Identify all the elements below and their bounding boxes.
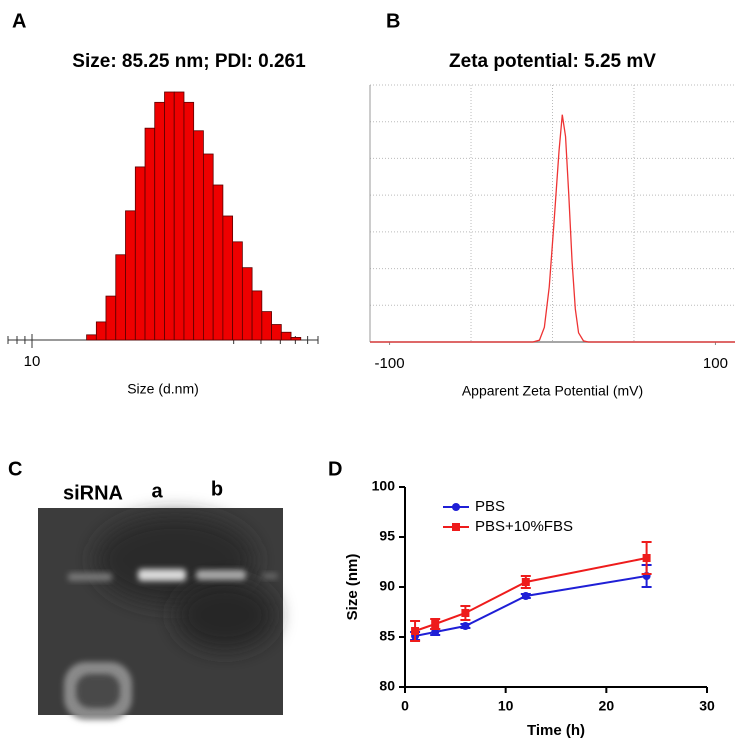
lane-label: b [211,478,223,500]
bar [193,130,204,341]
bar [280,331,292,341]
bar [173,91,185,341]
bar [164,91,175,341]
bar [125,210,136,341]
y-tick-label: 90 [379,578,395,594]
bar [271,324,282,341]
marker [461,622,470,630]
x-tick-label: -100 [375,355,405,372]
x-tick-label: 10 [498,698,514,714]
x-tick-label: 20 [599,698,615,714]
y-tick-label: 85 [379,628,395,644]
gel-band [68,573,112,581]
x-tick-label: 100 [703,355,728,372]
bar [144,127,156,341]
panel-label: D [328,458,342,480]
lane-label: a [151,480,163,502]
y-axis-label: Size (nm) [344,554,361,621]
bar [115,254,126,341]
legend-marker [452,503,460,511]
x-tick-label: 30 [699,698,715,714]
chart-title: Size: 85.25 nm; PDI: 0.261 [72,51,306,72]
data-line [370,114,735,343]
y-tick-label: 80 [379,678,395,694]
bar [105,295,117,341]
bar [86,334,97,341]
x-axis-label: Apparent Zeta Potential (mV) [462,383,643,399]
y-tick-label: 95 [379,528,395,544]
bar [95,321,107,341]
panel-label: B [386,10,400,32]
bar [183,101,195,341]
gel-band [262,573,278,579]
marker [411,627,420,635]
data-line [414,575,647,637]
gel-smear [175,580,275,650]
bar [251,290,263,341]
bar [241,267,253,341]
panel-label: C [8,458,22,480]
gel-band [138,569,186,581]
marker [521,592,530,600]
lane-label: siRNA [63,482,123,504]
bar [212,184,224,341]
legend-label: PBS+10%FBS [475,518,573,535]
x-axis-label: Time (h) [527,722,585,739]
marker [431,620,440,628]
bar [232,241,243,341]
bar [261,311,272,341]
legend-marker [452,523,460,531]
x-tick-label: 10 [24,353,41,370]
marker [461,609,470,617]
x-tick-label: 0 [401,698,409,714]
panel-label: A [12,10,26,32]
marker [521,578,530,586]
bar [134,166,146,341]
bar [290,337,302,341]
bar [203,153,214,341]
gel-band [196,570,246,580]
gel-image [38,508,283,720]
y-tick-label: 100 [372,478,396,494]
chart-title: Zeta potential: 5.25 mV [449,51,656,72]
bar [222,215,234,341]
marker [642,554,651,562]
gel-band [76,674,120,708]
bar [154,101,165,341]
legend-label: PBS [475,498,505,515]
x-axis-label: Size (d.nm) [127,381,199,397]
